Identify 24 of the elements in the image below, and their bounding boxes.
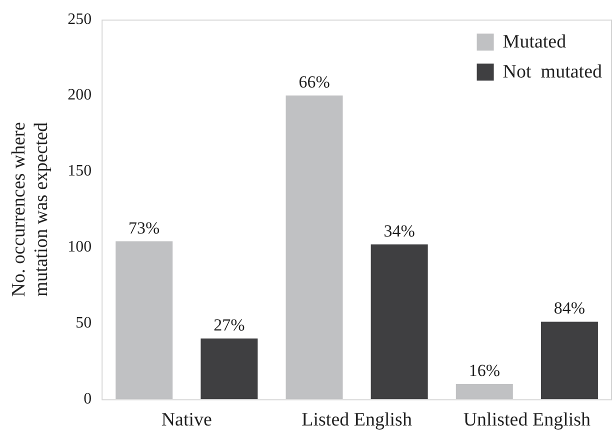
x-tick-label: Native (161, 410, 212, 431)
annotation: 34% (384, 221, 415, 240)
y-tick-label: 100 (68, 238, 92, 256)
annotation: 27% (214, 315, 245, 334)
bar (200, 338, 258, 400)
x-tick-label: Listed English (302, 410, 412, 431)
annotation: 66% (298, 72, 330, 92)
x-tick-label: Unlisted English (463, 410, 592, 431)
legend-label: Not mutated (502, 62, 602, 83)
y-tick-label: 0 (84, 390, 92, 408)
bar (116, 241, 173, 400)
annotation: 84% (554, 298, 586, 318)
bar (286, 96, 343, 400)
bar (370, 244, 428, 400)
y-tick-label: 150 (68, 162, 92, 180)
y-axis-title: No. occurrences where mutation was expected (8, 122, 52, 297)
y-tick-label: 50 (76, 314, 92, 332)
y-tick-label: 250 (68, 10, 92, 28)
annotation: 16% (468, 360, 500, 380)
y-tick-label: 200 (68, 86, 92, 104)
legend-label: Mutated (502, 32, 567, 53)
annotation: 73% (128, 218, 160, 238)
bar (540, 322, 598, 400)
bar (456, 384, 513, 400)
